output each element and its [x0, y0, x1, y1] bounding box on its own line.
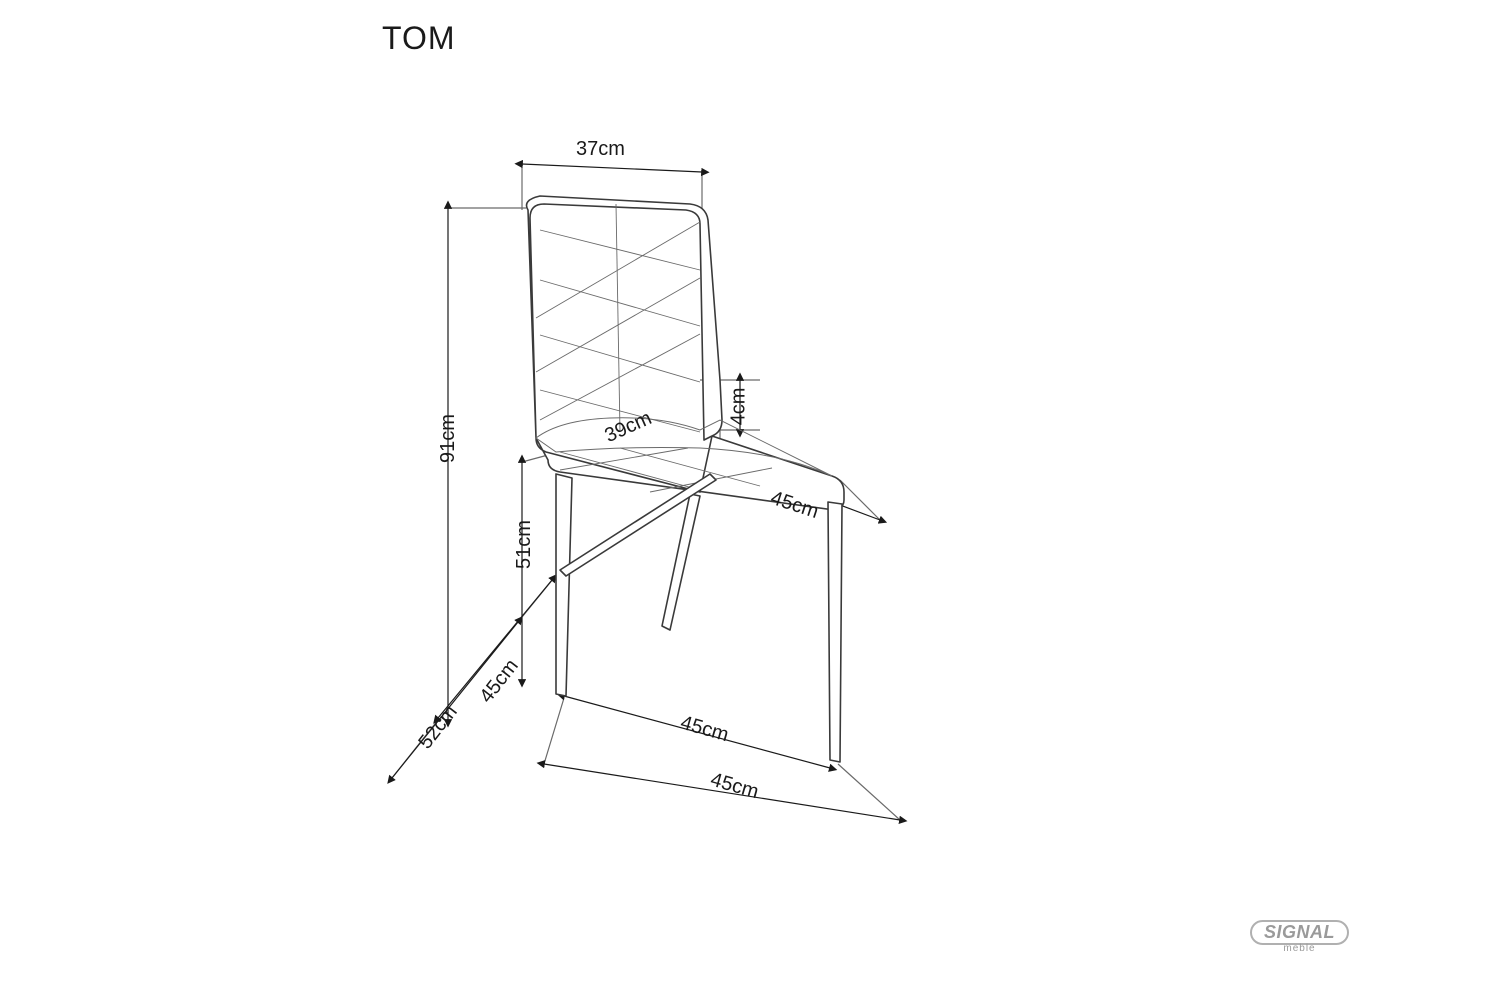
brand-name: SIGNAL [1250, 920, 1349, 945]
dim-back-top-width: 37cm [576, 138, 625, 161]
chair-drawing [0, 0, 1500, 1000]
dim-total-height: 91cm [437, 414, 460, 463]
brand-logo: SIGNAL meble [1250, 920, 1349, 954]
dim-seat-height: 51cm [513, 520, 536, 569]
dim-seat-thickness: 4cm [727, 388, 750, 426]
diagram-canvas: TOM 37cm 91cm 51cm 39cm 4cm 45cm 45cm 52… [0, 0, 1500, 1000]
